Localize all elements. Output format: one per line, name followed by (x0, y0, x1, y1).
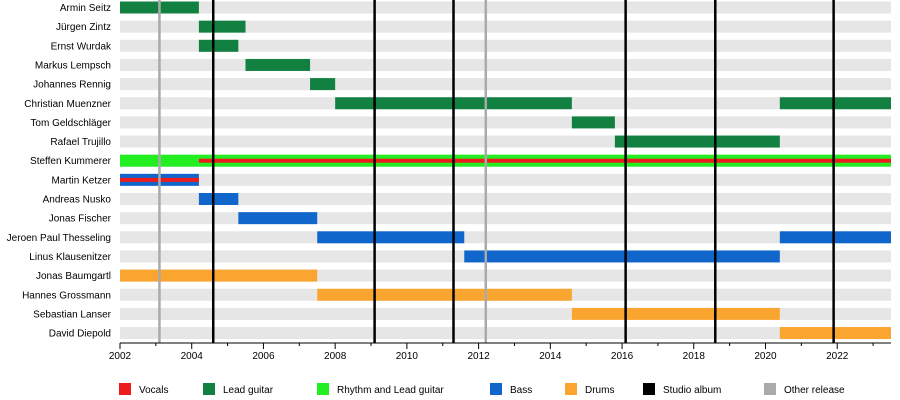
bar-jeroen-paul-thesseling-0 (317, 231, 464, 243)
bar-tom-geldschlager-0 (572, 116, 615, 128)
member-name-armin-seitz: Armin Seitz (60, 3, 111, 14)
member-name-rafael-trujillo: Rafael Trujillo (50, 137, 111, 148)
bar-linus-klausenitzer-0 (464, 250, 780, 262)
member-name-jeroen-paul-thesseling: Jeroen Paul Thesseling (7, 233, 111, 244)
legend-swatch-studio-album (643, 383, 655, 395)
legend-label-lead-guitar: Lead guitar (223, 385, 274, 396)
bar-hannes-grossmann-0 (317, 289, 572, 301)
legend-label-drums: Drums (585, 385, 614, 396)
legend-label-vocals: Vocals (139, 385, 168, 396)
member-name-martin-ketzer: Martin Ketzer (52, 175, 112, 186)
bar-jeroen-paul-thesseling-1 (780, 231, 891, 243)
member-names: Armin Seitz Jürgen Zintz Ernst Wurdak Marku… (7, 3, 112, 340)
bar-david-diepold-0 (780, 327, 891, 339)
legend-swatch-rhythm-and-lead-guitar (317, 383, 329, 395)
member-name-andreas-nusko: Andreas Nusko (43, 195, 112, 206)
member-name-david-diepold: David Diepold (49, 329, 111, 340)
legend-label-bass: Bass (510, 385, 532, 396)
member-name-christian-muenzner: Christian Muenzner (24, 99, 111, 110)
legend-label-rhythm-and-lead-guitar: Rhythm and Lead guitar (337, 385, 444, 396)
legend-label-other-release: Other release (784, 385, 845, 396)
row-backgrounds (120, 2, 891, 340)
row-background-tom-geldschlager (120, 116, 891, 128)
bar-steffen-kummerer-1-vocals (199, 159, 891, 163)
row-background-jonas-fischer (120, 212, 891, 224)
bar-markus-lempsch-0 (246, 59, 311, 71)
row-background-johannes-rennig (120, 78, 891, 90)
x-tick-label-2014: 2014 (539, 351, 562, 362)
bar-jonas-baumgartl-0 (120, 270, 317, 282)
legend-swatch-drums (565, 383, 577, 395)
member-name-jonas-baumgartl: Jonas Baumgartl (36, 271, 111, 282)
x-axis: 2002 2004 2006 2008 2010 2012 2014 2016 2018 2020… (109, 343, 891, 362)
x-tick-label-2004: 2004 (181, 351, 204, 362)
bar-ernst-wurdak-0 (199, 40, 238, 52)
x-tick-label-2018: 2018 (683, 351, 706, 362)
bar-jonas-fischer-0 (238, 212, 317, 224)
member-name-linus-klausenitzer: Linus Klausenitzer (29, 252, 111, 263)
x-tick-label-2016: 2016 (611, 351, 634, 362)
legend: Vocals Lead guitar Rhythm and Lead guitar B… (119, 383, 845, 396)
row-background-armin-seitz (120, 2, 891, 14)
member-name-jurgen-zintz: Jürgen Zintz (56, 22, 111, 33)
bar-sebastian-lanser-0 (572, 308, 780, 320)
member-name-ernst-wurdak: Ernst Wurdak (51, 41, 112, 52)
member-name-johannes-rennig: Johannes Rennig (33, 80, 111, 91)
x-tick-label-2002: 2002 (109, 351, 132, 362)
member-bars (120, 2, 891, 340)
member-name-tom-geldschlager: Tom Geldschläger (30, 118, 111, 129)
row-background-david-diepold (120, 327, 891, 339)
member-name-jonas-fischer: Jonas Fischer (49, 214, 112, 225)
bar-christian-muenzner-1 (780, 97, 891, 109)
legend-swatch-bass (490, 383, 502, 395)
legend-swatch-lead-guitar (203, 383, 215, 395)
bar-rafael-trujillo-0 (615, 136, 780, 148)
x-tick-label-2010: 2010 (396, 351, 419, 362)
member-name-sebastian-lanser: Sebastian Lanser (33, 309, 112, 320)
member-name-hannes-grossmann: Hannes Grossmann (22, 290, 111, 301)
member-name-steffen-kummerer: Steffen Kummerer (30, 156, 112, 167)
legend-swatch-other-release (764, 383, 776, 395)
bar-johannes-rennig-0 (310, 78, 335, 90)
bar-jurgen-zintz-0 (199, 21, 246, 33)
x-tick-label-2006: 2006 (252, 351, 275, 362)
x-tick-label-2020: 2020 (754, 351, 777, 362)
x-tick-label-2012: 2012 (467, 351, 490, 362)
legend-label-studio-album: Studio album (663, 385, 721, 396)
bar-andreas-nusko-0 (199, 193, 238, 205)
row-background-martin-ketzer (120, 174, 891, 186)
row-background-markus-lempsch (120, 59, 891, 71)
row-background-jeroen-paul-thesseling (120, 231, 891, 243)
legend-swatch-vocals (119, 383, 131, 395)
x-tick-label-2022: 2022 (826, 351, 849, 362)
member-name-markus-lempsch: Markus Lempsch (35, 60, 111, 71)
x-tick-label-2008: 2008 (324, 351, 347, 362)
